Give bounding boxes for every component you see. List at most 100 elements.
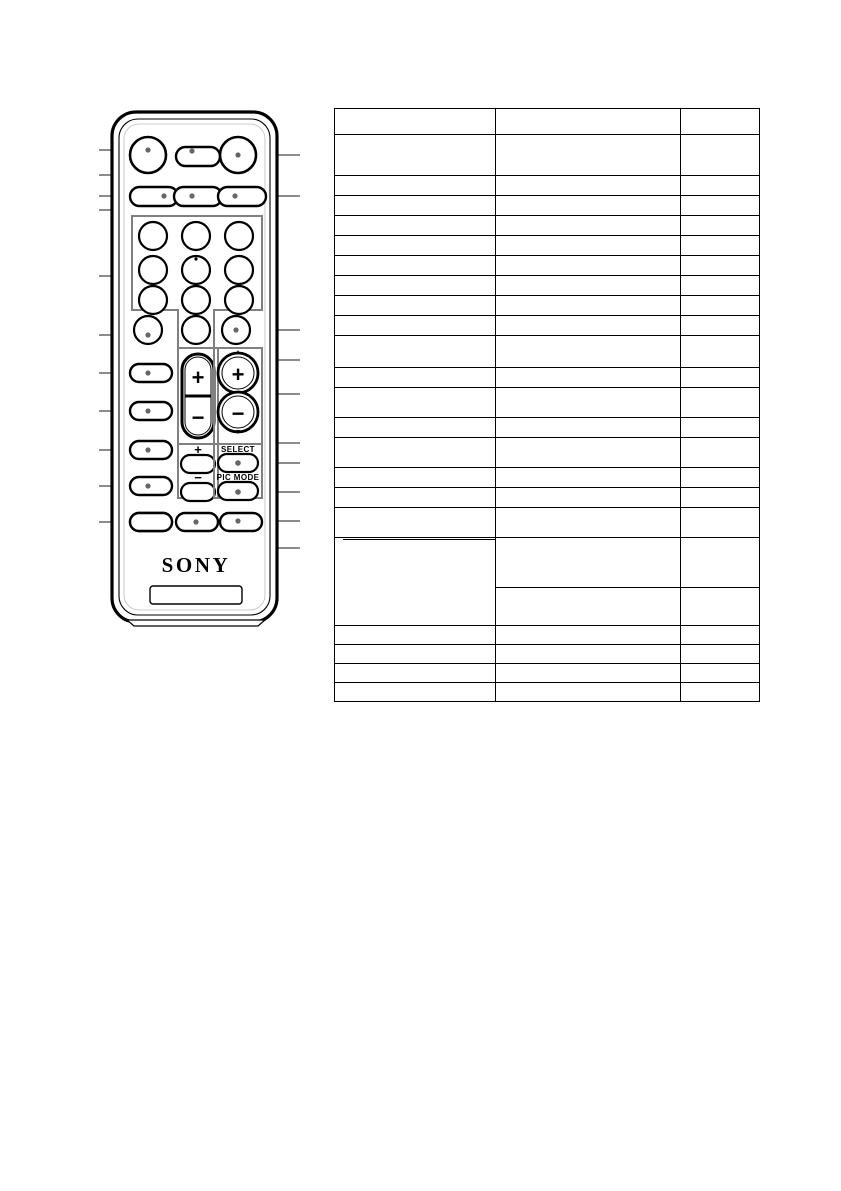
table-row [334, 625, 760, 645]
table-cell-page [680, 335, 760, 368]
keypad-button-7 [137, 284, 169, 316]
table-cell-button [334, 195, 496, 216]
remote-inner-bezel [118, 118, 271, 616]
channel-down-label: − [232, 401, 245, 426]
battery-cover-slot [149, 585, 243, 605]
table-row [334, 682, 760, 702]
table-row [334, 295, 760, 316]
table-row [334, 387, 760, 418]
table-cell-button [334, 315, 496, 336]
function-button-center-dot [189, 193, 195, 199]
table-cell-description [495, 195, 681, 216]
bottom-button-right-dot [235, 518, 241, 524]
table-cell-page [680, 663, 760, 683]
side-button-2 [128, 400, 174, 422]
merged-cell-rule [343, 539, 495, 540]
table-cell-button [334, 175, 496, 196]
table-cell-description [495, 437, 681, 468]
table-row-merged-top [334, 537, 760, 626]
table-cell-button [334, 387, 496, 418]
table-cell-description [495, 587, 681, 626]
table-cell-page [680, 175, 760, 196]
table-cell-description [495, 467, 681, 488]
bottom-button-right [218, 511, 264, 533]
table-cell-page [680, 467, 760, 488]
table-cell-description [495, 295, 681, 316]
select-button-dot [235, 460, 241, 466]
table-cell-button [334, 235, 496, 256]
keypad-button-1 [137, 220, 169, 252]
table-cell-description [495, 215, 681, 236]
table-row [334, 417, 760, 438]
table-cell-page [680, 682, 760, 702]
table-cell-button [334, 335, 496, 368]
table-cell-button [334, 682, 496, 702]
keypad-button-enter-dot [145, 332, 151, 338]
table-cell-description [495, 387, 681, 418]
volume-minus-label: − [192, 405, 205, 430]
table-cell-page [680, 367, 760, 388]
adjust-minus-button [179, 481, 217, 503]
table-cell-description [495, 625, 681, 645]
table-row [334, 215, 760, 236]
power-button [128, 135, 168, 175]
side-button-3-dot [145, 447, 151, 453]
table-cell-page [680, 215, 760, 236]
merged-cell-inner [335, 538, 495, 540]
table-cell-description [495, 275, 681, 296]
table-cell-page [680, 507, 760, 538]
remote-control-figure: + − + − + − [0, 0, 330, 700]
table-cell-page [680, 537, 760, 588]
table-cell-button [334, 134, 496, 176]
table-row [334, 644, 760, 664]
table-cell-description [495, 367, 681, 388]
keypad-button-2 [180, 220, 212, 252]
table-cell-button-merged [334, 537, 496, 626]
table-row [334, 467, 760, 488]
table-cell-button [334, 487, 496, 508]
pic-mode-label: PIC MODE [217, 473, 260, 482]
channel-down-arrow-icon [236, 430, 240, 434]
table-cell-page [680, 134, 760, 176]
table-cell-page [680, 315, 760, 336]
table-cell-button [334, 417, 496, 438]
table-cell-description [495, 175, 681, 196]
table-cell-button [334, 275, 496, 296]
top-button-row [128, 135, 258, 175]
power-button-dot [145, 147, 151, 153]
side-button-3 [128, 439, 174, 461]
bottom-button-left [128, 511, 174, 533]
table-cell-description [495, 644, 681, 664]
table-cell-description [495, 537, 681, 588]
table-cell-button [334, 663, 496, 683]
table-row [334, 195, 760, 216]
keypad-button-8 [180, 284, 212, 316]
keypad-button-3 [223, 220, 255, 252]
table-cell-description [495, 663, 681, 683]
table-row [334, 335, 760, 368]
table-cell-description [495, 235, 681, 256]
table-cell-page [680, 275, 760, 296]
channel-up-label: + [232, 362, 245, 387]
volume-plus-label: + [192, 365, 205, 390]
table-row [334, 255, 760, 276]
remote-face-panel [123, 123, 266, 611]
table-row [334, 175, 760, 196]
function-button-left [128, 185, 180, 208]
adjust-plus-label: + [194, 442, 202, 457]
table-cell-page [680, 437, 760, 468]
table-cell-button [334, 215, 496, 236]
table-cell-page [680, 295, 760, 316]
table-cell-page [680, 487, 760, 508]
second-button-row [128, 185, 268, 208]
table-cell-button [334, 507, 496, 538]
select-label: SELECT [221, 445, 255, 454]
table-cell-description [495, 335, 681, 368]
table-cell-page [680, 587, 760, 626]
table-cell-description [495, 417, 681, 438]
table-cell-button [334, 295, 496, 316]
table-cell-button [334, 467, 496, 488]
remote-button-function-table [334, 108, 760, 702]
keypad-button-6 [223, 254, 255, 286]
